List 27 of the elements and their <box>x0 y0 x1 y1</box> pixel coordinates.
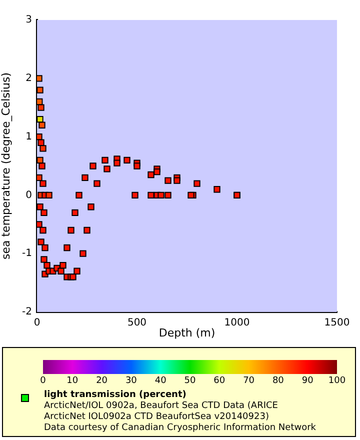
color-bar-label: 10 <box>66 376 80 386</box>
x-axis-title: Depth (m) <box>158 326 216 340</box>
text: Data courtesy of Canadian Cryospheric Information Network <box>44 423 316 434</box>
x-tick-label: 0 <box>34 318 40 329</box>
color-bar-label: 90 <box>300 376 314 386</box>
y-tick-label: -2 <box>22 306 32 318</box>
color-bar-label: 0 <box>39 376 47 386</box>
color-bar-label: 60 <box>212 376 226 386</box>
text: ArcticNet/IOL 0902a, Beaufort Sea CTD Data (ARICE <box>44 401 279 412</box>
color-bar-label: 30 <box>124 376 138 386</box>
y-tick-label: 0 <box>26 190 32 201</box>
color-bar-label: 80 <box>271 376 285 386</box>
y-axis-title: sea temperature (degree_Celsius) <box>0 72 12 260</box>
color-bar-label: 50 <box>183 376 197 386</box>
x-tick-label: 500 <box>127 318 147 329</box>
y-tick-label: 3 <box>26 14 32 26</box>
color-bar-label: 70 <box>242 376 256 386</box>
color-bar-label: 100 <box>327 376 347 386</box>
x-tick-label: 1500 <box>324 318 350 329</box>
color-bar-label: 20 <box>95 376 109 386</box>
color-bar-label: 40 <box>154 376 168 386</box>
y-tick-label: 2 <box>26 72 32 84</box>
x-tick-label: 1000 <box>224 318 250 329</box>
y-tick-label: 1 <box>26 131 32 142</box>
text: ArcticNet IOL0902a CTD BeaufortSea v20140923) <box>44 412 270 423</box>
y-tick-label: -1 <box>22 248 32 260</box>
color-bar-title: light transmission (percent) <box>44 390 188 401</box>
